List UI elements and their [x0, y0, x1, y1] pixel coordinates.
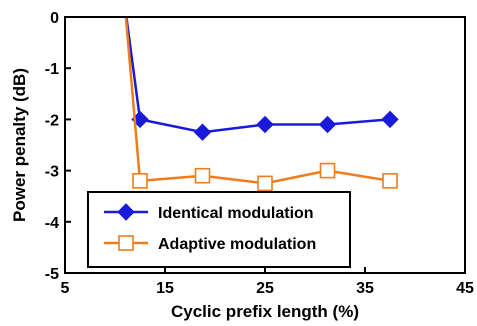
series-adaptive-modulation: [124, 17, 398, 192]
legend: Identical modulation Adaptive modulation: [87, 191, 351, 268]
legend-box: [87, 191, 351, 268]
data-point: [382, 173, 398, 189]
legend-label: Identical modulation: [158, 205, 314, 222]
data-point: [319, 162, 336, 179]
x-tick-label: 45: [456, 280, 474, 297]
series-identical-modulation: [125, 17, 399, 141]
y-axis-title: Power penalty (dB): [10, 68, 29, 222]
x-tick-label: 15: [156, 280, 174, 297]
y-tick-label: -4: [45, 215, 59, 232]
series-line: [124, 17, 391, 185]
x-tick-label: 35: [356, 280, 374, 297]
y-tick-label: -2: [45, 112, 59, 129]
x-tick-label: 25: [256, 280, 274, 297]
data-point: [193, 123, 212, 141]
legend-marker: [118, 235, 134, 251]
data-point: [194, 167, 211, 184]
data-point: [381, 110, 399, 129]
legend-entries: Identical modulation Adaptive modulation: [104, 203, 316, 253]
y-tick-label: -5: [45, 266, 59, 283]
y-tick-label: 0: [50, 10, 59, 27]
series-layer: [124, 17, 399, 192]
x-tick-label: 5: [61, 280, 70, 297]
axis-ticks: 5 15 25 35 45 0 -1 -2 -3 -4 -5: [45, 10, 474, 297]
y-tick-label: -1: [45, 61, 59, 78]
legend-marker: [117, 203, 135, 221]
data-point: [132, 173, 148, 189]
y-tick-label: -3: [45, 164, 59, 181]
legend-label: Adaptive modulation: [158, 236, 316, 253]
x-axis-title: Cyclic prefix length (%): [171, 302, 359, 321]
data-point: [256, 115, 274, 134]
series-line: [125, 17, 391, 134]
data-point: [318, 115, 337, 134]
data-point: [257, 175, 273, 192]
